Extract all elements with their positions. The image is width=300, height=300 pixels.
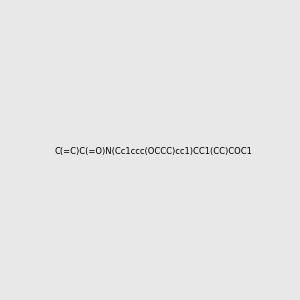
Text: C(=C)C(=O)N(Cc1ccc(OCCC)cc1)CC1(CC)COC1: C(=C)C(=O)N(Cc1ccc(OCCC)cc1)CC1(CC)COC1 <box>55 147 253 156</box>
